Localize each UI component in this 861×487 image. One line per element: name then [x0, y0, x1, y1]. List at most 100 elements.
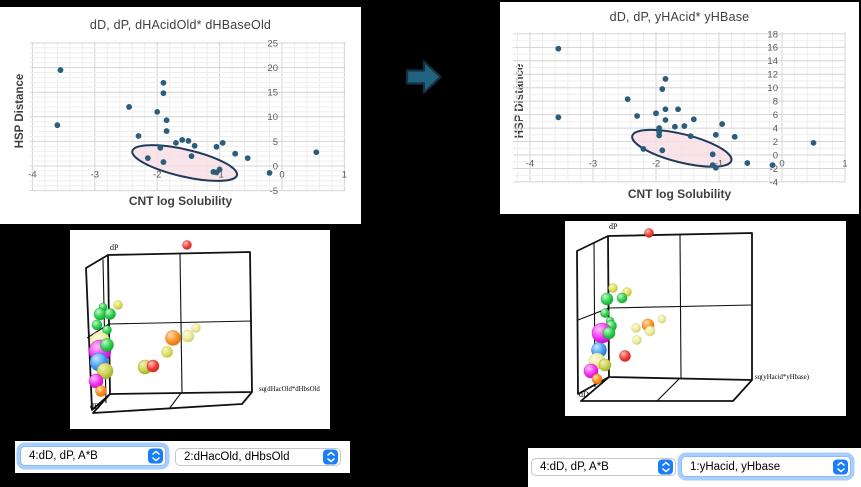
x-tick-label: -4 — [526, 159, 534, 170]
y-tick-label: 10 — [267, 112, 278, 123]
solvent-sphere — [616, 292, 628, 304]
box-edge — [92, 391, 253, 414]
data-point — [731, 133, 738, 140]
x-tick-label: -4 — [28, 170, 36, 181]
solvent-sphere — [657, 314, 667, 324]
data-point — [244, 155, 251, 162]
h-parameter-select[interactable]: 1:yHacid, yHbase — [681, 456, 851, 477]
solvent-sphere — [113, 300, 123, 310]
data-point — [163, 117, 170, 124]
data-point — [659, 147, 666, 154]
data-point — [191, 142, 198, 149]
solvent-sphere — [591, 373, 603, 385]
data-point — [57, 67, 64, 73]
box-edge — [85, 254, 111, 411]
box-edge — [679, 233, 682, 379]
data-point — [662, 106, 669, 113]
data-point — [640, 146, 647, 152]
dd-axis-label: dD — [90, 402, 100, 411]
data-point — [675, 106, 681, 113]
axes-mode-select[interactable]: 4:dD, dP, A*B — [531, 458, 676, 476]
solvent-sphere — [608, 283, 618, 293]
data-point — [188, 153, 195, 160]
y-tick-label: -2 — [770, 164, 778, 175]
x-tick-label: -1 — [715, 159, 723, 170]
data-point — [313, 149, 320, 156]
data-point — [555, 45, 562, 52]
hsp-3d-plot-old[interactable]: dP dD sq(dHacOld*dHbsOld — [70, 230, 330, 429]
select-value: 4:dD, dP, A*B — [540, 461, 609, 473]
y-tick-label: 16 — [767, 43, 778, 54]
transform-arrow-icon — [405, 58, 443, 96]
solvent-sphere — [631, 323, 641, 333]
y-tick-label: 14 — [767, 56, 778, 67]
data-point — [163, 128, 170, 134]
dd-axis-label: dD — [579, 390, 589, 399]
data-point — [712, 131, 719, 138]
solvent-sphere — [632, 335, 642, 345]
x-tick-label: -2 — [153, 170, 161, 181]
hsp-3d-plot-new[interactable]: dP dD sq(yHacid*yHbase) — [565, 221, 846, 416]
dp-axis-label: dP — [110, 243, 119, 252]
x-tick-label: -1 — [215, 170, 223, 181]
h-axis-label: sq(dHacOld*dHbsOld — [259, 386, 320, 393]
solvent-sphere — [146, 359, 160, 373]
highlight-ellipse — [631, 128, 733, 168]
y-tick-label: 25 — [267, 38, 278, 49]
select-value: 2:dHacOld, dHbsOld — [184, 451, 290, 463]
solvent-sphere — [95, 385, 107, 397]
data-point — [709, 151, 716, 158]
y-tick-label: 0 — [273, 161, 278, 172]
data-point — [719, 121, 726, 127]
data-point — [810, 139, 817, 146]
y-tick-label: -4 — [770, 177, 778, 188]
y-tick-label: 15 — [267, 88, 278, 99]
data-point — [219, 139, 226, 146]
solvent-sphere — [182, 240, 192, 250]
box-edge — [179, 252, 183, 394]
solvent-sphere — [644, 325, 656, 337]
y-tick-label: 6 — [773, 110, 778, 121]
data-point — [54, 122, 61, 129]
select-stepper-icon — [658, 459, 673, 475]
chart-panel-new-parameters: dD, dP, yHAcid* yHBase HSP Distance 18 16… — [500, 2, 859, 214]
axes-mode-select[interactable]: 4:dD, dP, A*B — [20, 446, 166, 466]
y-tick-label: 2 — [773, 137, 778, 148]
solvent-sphere — [598, 358, 612, 372]
y-tick-label: 18 — [767, 29, 778, 40]
x-tick-label: 1 — [842, 159, 847, 170]
hsp-3d-box-old — [85, 240, 253, 414]
data-point — [624, 96, 631, 103]
data-point — [690, 116, 697, 123]
solvent-sphere — [619, 350, 631, 362]
x-axis-label: CNT log Solubility — [128, 194, 233, 208]
data-point — [712, 164, 719, 171]
x-tick-label: 0 — [779, 159, 784, 170]
x-tick-label: -3 — [589, 159, 597, 170]
y-tick-label: 20 — [267, 63, 278, 74]
h-parameter-select[interactable]: 2:dHacOld, dHbsOld — [175, 448, 341, 466]
box-edge — [168, 392, 182, 410]
solvent-sphere — [165, 330, 181, 346]
y-tick-label: 0 — [773, 150, 778, 161]
data-point — [144, 155, 151, 162]
select-value: 4:dD, dP, A*B — [29, 450, 98, 462]
data-point — [656, 132, 663, 139]
x-tick-label: -3 — [91, 170, 99, 181]
solvent-sphere — [644, 228, 654, 238]
chart-title: dD, dP, dHAcidOld* dHBaseOld — [89, 18, 272, 32]
y-tick-label: 4 — [773, 123, 778, 134]
data-point — [185, 138, 192, 144]
data-point — [232, 150, 239, 157]
data-point — [216, 166, 223, 173]
solvent-sphere — [96, 362, 114, 380]
solvent-sphere — [91, 319, 103, 331]
select-value: 1:yHacid, yHbase — [690, 460, 781, 473]
data-point — [634, 113, 640, 119]
box-edge — [576, 235, 610, 395]
solvent-sphere — [104, 308, 116, 320]
data-point — [687, 133, 694, 140]
